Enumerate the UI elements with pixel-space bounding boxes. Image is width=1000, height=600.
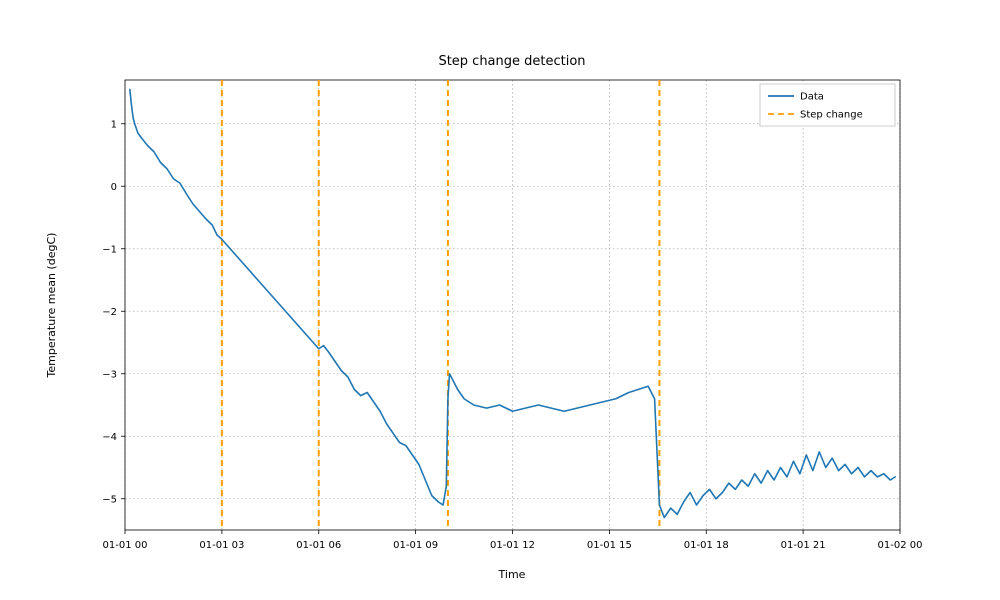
- x-tick-label: 01-01 06: [296, 540, 341, 551]
- chart-title: Step change detection: [438, 54, 585, 69]
- x-axis-label: Time: [498, 568, 526, 581]
- y-tick-label: −1: [102, 244, 117, 255]
- x-tick-label: 01-01 00: [103, 540, 148, 551]
- x-tick-label: 01-01 15: [587, 540, 632, 551]
- x-tick-label: 01-01 21: [781, 540, 826, 551]
- chart-svg: Step change detection 01-01 0001-01 0301…: [0, 0, 1000, 600]
- grid: [125, 80, 900, 530]
- legend-label: Data: [800, 92, 824, 103]
- x-tick-label: 01-01 09: [393, 540, 438, 551]
- x-tick-label: 01-02 00: [878, 540, 923, 551]
- y-axis-label: Temperature mean (degC): [45, 233, 58, 379]
- y-tick-label: 0: [111, 182, 117, 193]
- x-tick-label: 01-01 18: [684, 540, 729, 551]
- y-tick-label: 1: [111, 119, 117, 130]
- legend-label: Step change: [800, 110, 863, 121]
- x-tick-label: 01-01 12: [490, 540, 535, 551]
- y-tick-label: −3: [102, 369, 117, 380]
- x-tick-label: 01-01 03: [199, 540, 244, 551]
- y-tick-label: −2: [102, 307, 117, 318]
- data-series-path: [130, 89, 222, 239]
- data-gap-connector: [222, 239, 319, 348]
- legend: Data Step change: [760, 84, 895, 126]
- y-tick-label: −5: [102, 494, 117, 505]
- chart-container: Step change detection 01-01 0001-01 0301…: [0, 0, 1000, 600]
- y-tick-label: −4: [102, 432, 117, 443]
- step-change-lines: [222, 80, 660, 530]
- data-series-path: [319, 346, 895, 518]
